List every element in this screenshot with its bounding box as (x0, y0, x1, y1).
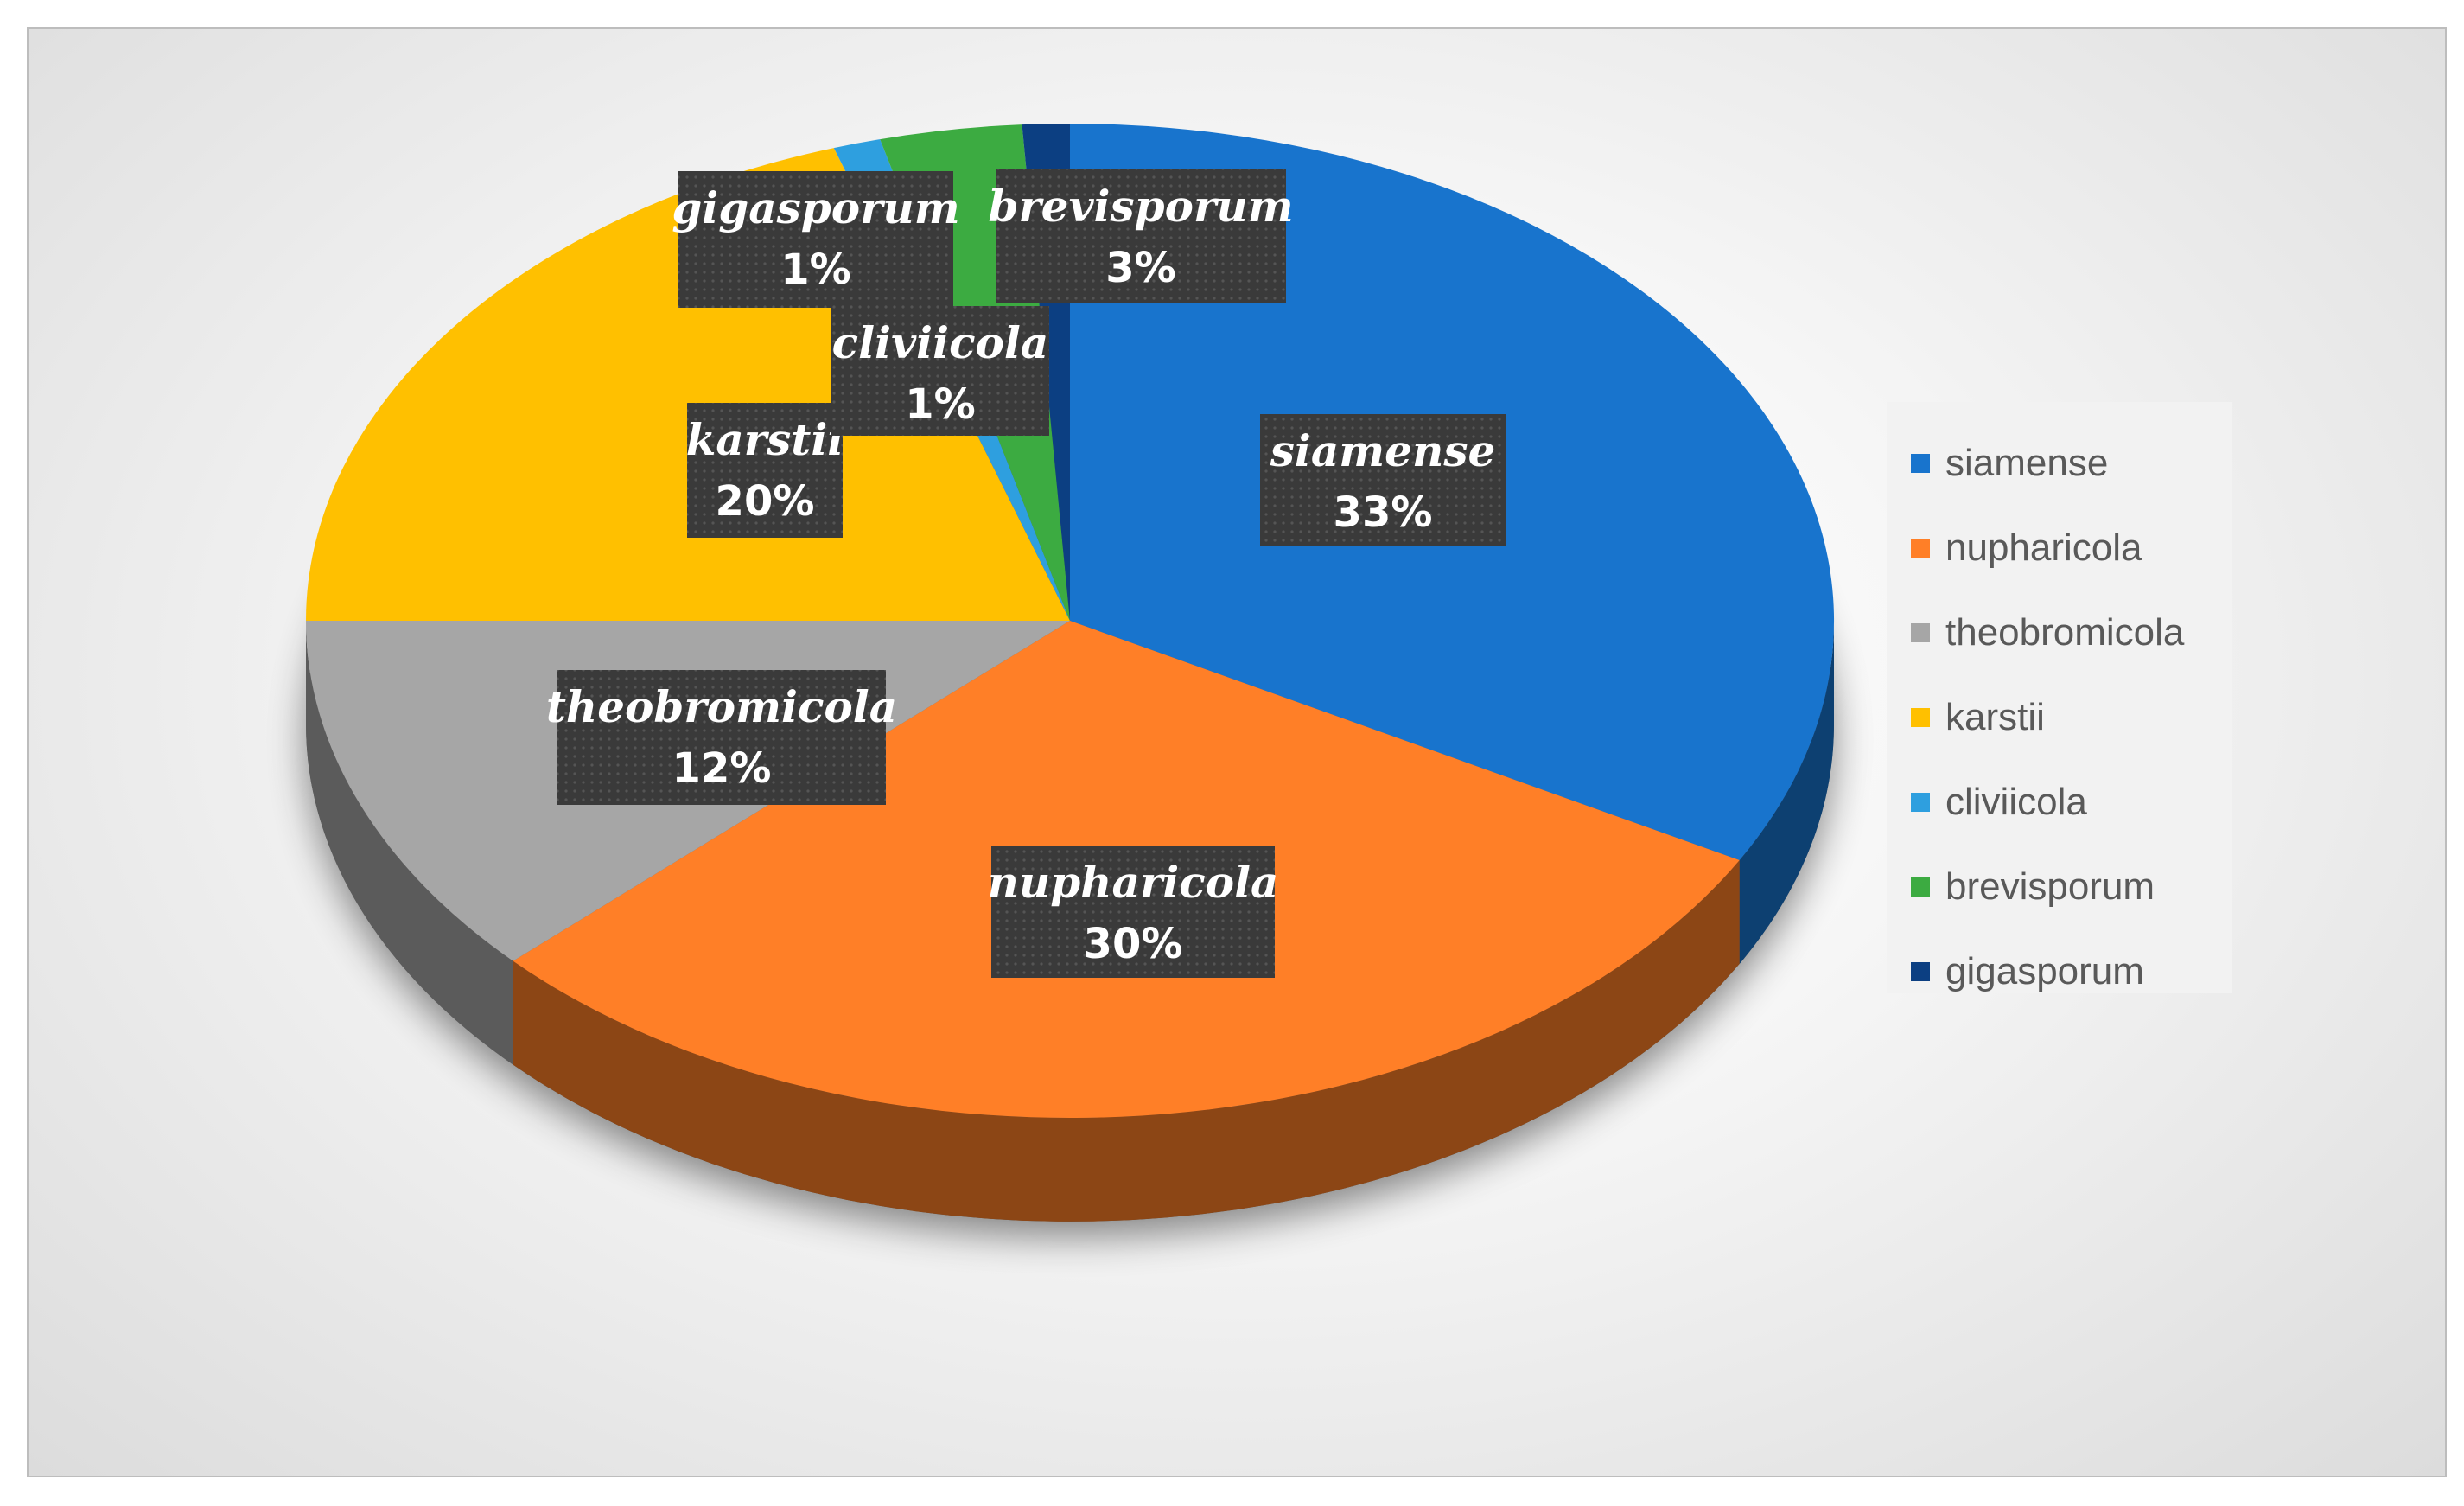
legend-label: brevisporum (1945, 865, 2155, 908)
data-label-box (991, 846, 1275, 978)
data-label-nupharicola: nupharicola 30% (988, 846, 1279, 978)
data-label-category: karstii (686, 414, 844, 465)
data-label-cliviicola: cliviicola 1% (831, 306, 1049, 436)
pie-side-nupharicola (513, 860, 1740, 1222)
data-label-value: 1% (780, 246, 851, 294)
legend-item-nupharicola: nupharicola (1887, 506, 2232, 590)
legend-swatch (1911, 877, 1930, 897)
data-label-category: siamense (1270, 425, 1496, 476)
data-label-brevisporum: brevisporum 3% (988, 169, 1294, 303)
legend-item-brevisporum: brevisporum (1887, 845, 2232, 929)
data-label-value: 12% (672, 744, 772, 793)
legend-item-gigasporum: gigasporum (1887, 929, 2232, 1014)
legend-item-siamense: siamense (1887, 421, 2232, 506)
legend-label: gigasporum (1945, 950, 2144, 992)
data-label-category: nupharicola (988, 857, 1279, 908)
pie-side-theobromicola (306, 621, 513, 1065)
data-label-siamense: siamense 33% (1260, 414, 1506, 546)
legend-item-cliviicola: cliviicola (1887, 760, 2232, 845)
data-label-box (831, 306, 1049, 436)
data-label-box (1260, 414, 1506, 546)
legend-swatch (1911, 623, 1930, 642)
data-label-value: 20% (716, 477, 815, 526)
legend-swatch (1911, 454, 1930, 473)
data-label-box (557, 670, 886, 805)
data-label-gigasporum: gigasporum 1% (672, 171, 960, 308)
data-label-karstii: karstii 20% (686, 403, 844, 538)
data-label-category: cliviicola (832, 317, 1049, 368)
data-label-category: brevisporum (988, 181, 1293, 232)
legend-label: cliviicola (1945, 781, 2087, 823)
data-label-value: 30% (1084, 920, 1183, 968)
legend: siamense nupharicola theobromicola karst… (1887, 402, 2232, 993)
data-label-value: 1% (905, 380, 976, 429)
legend-swatch (1911, 539, 1930, 558)
data-label-category: gigasporum (672, 182, 959, 233)
legend-item-theobromicola: theobromicola (1887, 590, 2232, 675)
data-label-box (996, 169, 1286, 303)
legend-swatch (1911, 962, 1930, 981)
legend-label: nupharicola (1945, 526, 2142, 569)
data-label-box (678, 171, 953, 308)
data-label-value: 33% (1334, 488, 1433, 537)
legend-swatch (1911, 793, 1930, 812)
legend-swatch (1911, 708, 1930, 727)
pie-side-siamense (1739, 621, 1834, 964)
data-label-value: 3% (1105, 244, 1176, 292)
legend-label: theobromicola (1945, 611, 2185, 654)
data-label-box (687, 403, 843, 538)
data-label-category: theobromicola (546, 681, 897, 732)
legend-item-karstii: karstii (1887, 675, 2232, 760)
data-label-theobromicola: theobromicola 12% (546, 670, 897, 805)
legend-label: siamense (1945, 442, 2109, 484)
legend-label: karstii (1945, 696, 2045, 738)
